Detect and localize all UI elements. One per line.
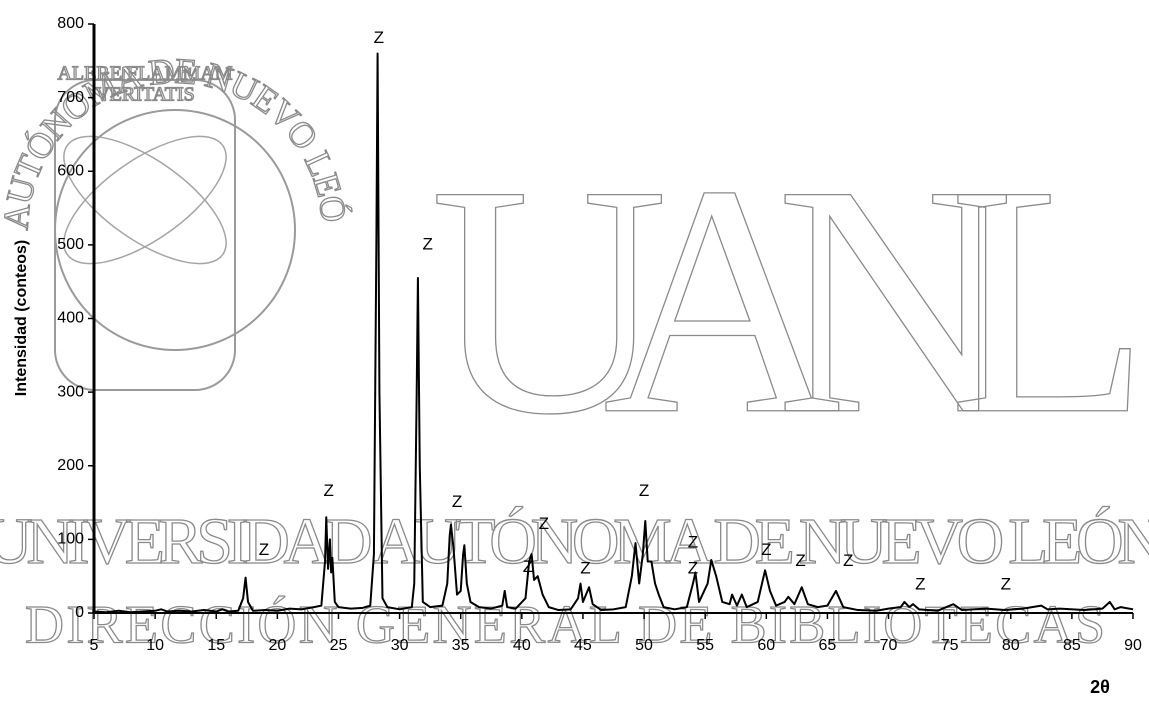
y-tick-label: 0 (75, 604, 84, 621)
peak-annotation: Z (688, 558, 698, 577)
peak-annotation: Z (843, 551, 853, 570)
x-tick-label: 85 (1063, 637, 1081, 654)
y-axis-title: Intensidad (conteos) (13, 240, 30, 396)
x-tick-label: 25 (330, 637, 348, 654)
x-tick-label: 5 (90, 637, 99, 654)
seal-ring-text: AUTÓNOMA DE NUEVO LEÓN (0, 0, 354, 231)
x-axis-title: 2θ (1090, 677, 1110, 697)
y-tick-label: 400 (57, 310, 84, 327)
peak-annotation: Z (580, 558, 590, 577)
peak-annotation: Z (323, 481, 333, 500)
seal-ring (55, 110, 295, 350)
peak-annotation: Z (915, 575, 925, 594)
peak-annotation: Z (761, 540, 771, 559)
x-tick-label: 15 (207, 637, 225, 654)
peak-annotation: Z (259, 540, 269, 559)
x-tick-label: 65 (819, 637, 837, 654)
peak-annotation: Z (688, 533, 698, 552)
y-tick-label: 500 (57, 236, 84, 253)
x-tick-label: 35 (452, 637, 470, 654)
seal-ring-text: AUTÓNOMA DE NUEVO LEÓN (0, 0, 354, 231)
y-tick-label: 100 (57, 531, 84, 548)
x-tick-label: 60 (757, 637, 775, 654)
y-tick-label: 200 (57, 457, 84, 474)
chart: AUTÓNOMA DE NUEVO LEÓN ALERE FLAMMAM VER… (0, 0, 1149, 702)
peak-annotation: Z (374, 28, 384, 47)
x-tick-label: 70 (880, 637, 898, 654)
peak-annotation: Z (523, 557, 533, 576)
watermark: AUTÓNOMA DE NUEVO LEÓN ALERE FLAMMAM VER… (0, 0, 1149, 654)
x-tick-label: 50 (635, 637, 653, 654)
y-tick-label: 600 (57, 162, 84, 179)
x-tick-label: 30 (391, 637, 409, 654)
x-tick-label: 75 (941, 637, 959, 654)
x-tick-label: 10 (146, 637, 164, 654)
peak-annotation: Z (423, 234, 433, 253)
x-tick-label: 20 (268, 637, 286, 654)
x-tick-label: 55 (696, 637, 714, 654)
peak-annotation: Z (539, 514, 549, 533)
peak-annotation: Z (795, 551, 805, 570)
x-tick-label: 80 (1002, 637, 1020, 654)
x-tick-label: 45 (574, 637, 592, 654)
x-tick-label: 40 (513, 637, 531, 654)
y-tick-label: 800 (57, 15, 84, 32)
peak-annotation: Z (1001, 575, 1011, 594)
watermark-acronym: UANL (430, 118, 1149, 483)
x-tick-label: 90 (1124, 637, 1142, 654)
seal-motto: ALERE FLAMMAM (57, 63, 232, 85)
watermark-university: UNIVERSIDAD AUTÓNOMA DE NUEVO LEÓN (0, 505, 1149, 578)
y-tick-label: 300 (57, 383, 84, 400)
peak-annotation: Z (452, 492, 462, 511)
peak-annotation: Z (639, 481, 649, 500)
seal-motto: VERITATIS (95, 84, 195, 106)
y-tick-label: 700 (57, 89, 84, 106)
